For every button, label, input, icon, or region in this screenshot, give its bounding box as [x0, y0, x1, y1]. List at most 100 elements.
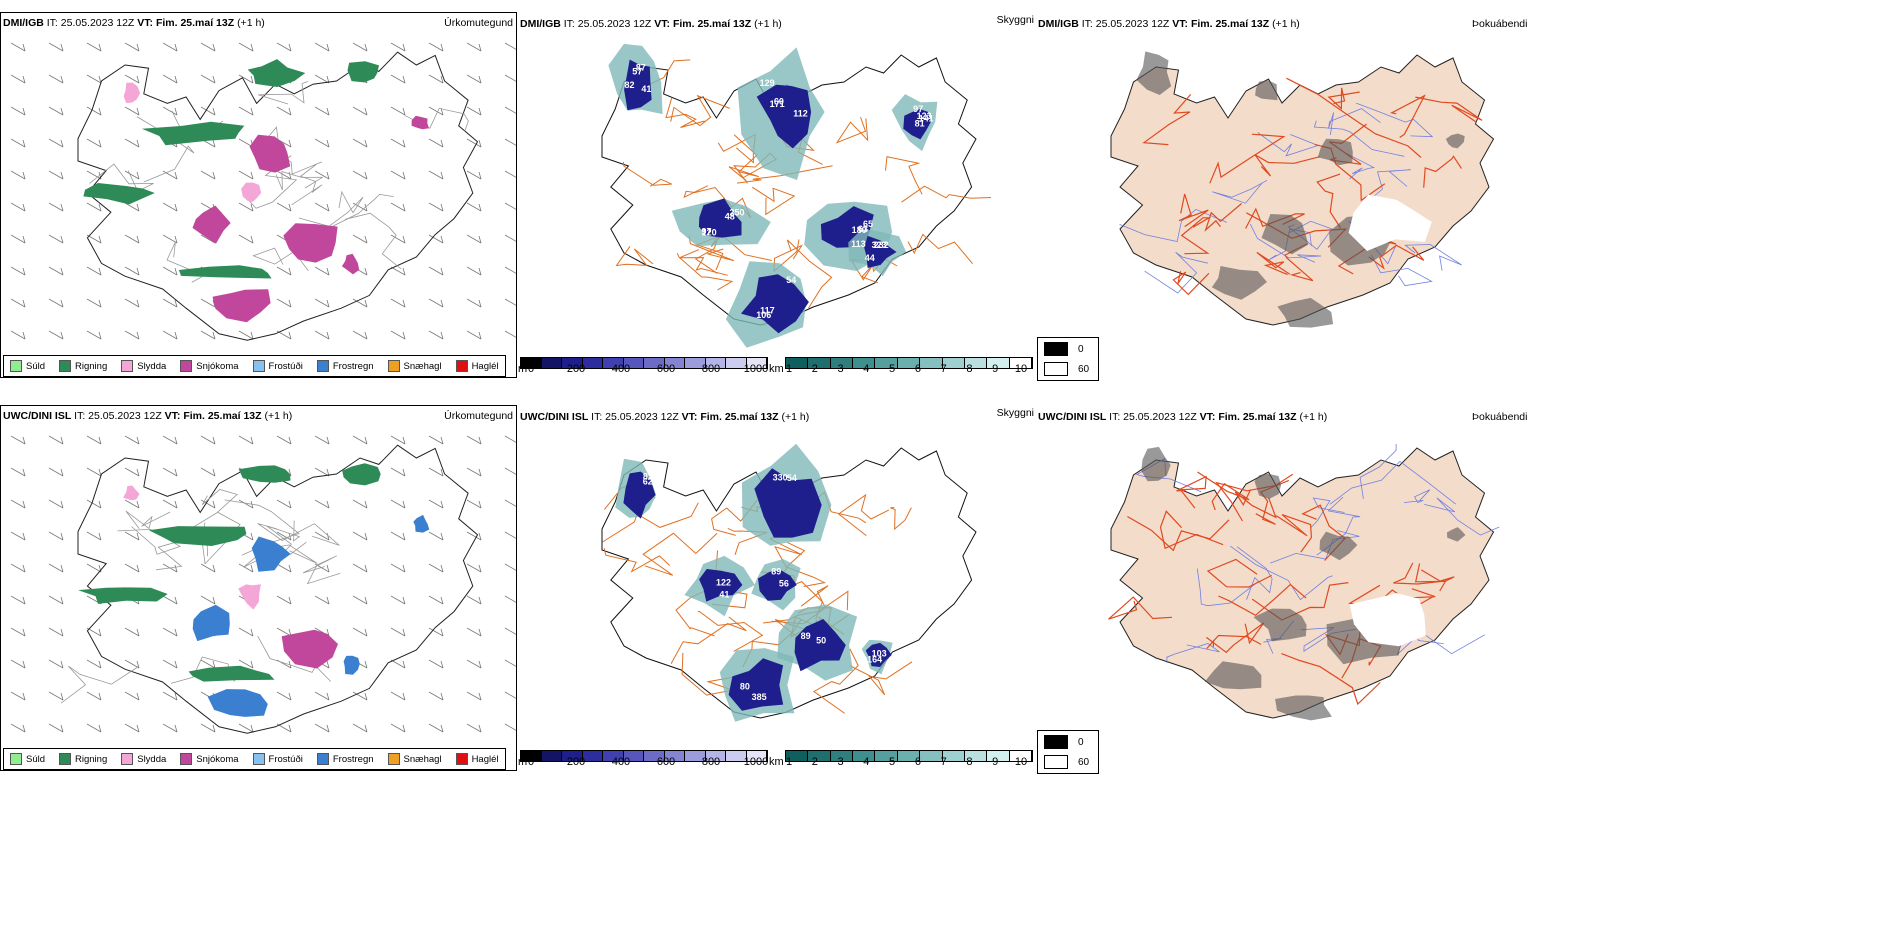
wind-barb [10, 691, 26, 701]
wind-barb [48, 330, 64, 340]
model-name: UWC/DINI ISL [1038, 411, 1107, 423]
wind-barb [162, 74, 178, 84]
legend-swatch [387, 753, 400, 765]
legend-label: 0 [1078, 343, 1084, 355]
wind-barb [86, 202, 102, 212]
colorbar-step [705, 751, 726, 761]
road-line [1286, 77, 1422, 158]
wind-barb [48, 435, 64, 445]
legend-label: Haglél [471, 753, 499, 765]
precip-legend-item: Snæhagl [387, 360, 442, 372]
visibility-value-label: 63 [858, 224, 868, 234]
init-time: IT: 25.05.2023 12Z [1081, 18, 1170, 30]
river-line [1424, 497, 1500, 536]
visibility-value-label: 41 [719, 590, 729, 600]
wind-barb [352, 563, 368, 573]
model-name: DMI/IGB [3, 17, 44, 29]
wind-barb [200, 170, 216, 180]
colorbar-step [853, 358, 876, 368]
visibility-value-label: 250 [729, 208, 744, 218]
wind-barb [466, 170, 482, 180]
wind-barb [10, 106, 26, 116]
wind-barb [504, 42, 516, 50]
precip-area [341, 253, 360, 275]
wind-barb [466, 266, 482, 276]
fog-legend: 0 60 [1037, 337, 1099, 381]
road-line [697, 610, 764, 652]
visibility-value-label: 54 [787, 473, 797, 483]
fog-index-map-panel: DMI/IGB IT: 25.05.2023 12Z VT: Fim. 25.m… [1036, 12, 1900, 378]
colorbar-step [582, 358, 603, 368]
parameter-name: Skyggni [996, 407, 1034, 419]
visibility-area-m [794, 619, 846, 672]
wind-barb [48, 74, 64, 84]
colorbar-tick: 1 [785, 756, 793, 768]
wind-barb [504, 627, 516, 635]
colorbar-tick: 1000 [743, 363, 769, 375]
glacier-area [1349, 593, 1426, 647]
wind-barb [428, 467, 444, 477]
river-line [1370, 254, 1433, 287]
wind-barb [48, 170, 64, 180]
road-line [1142, 94, 1192, 146]
wind-barb [504, 531, 516, 539]
road-line [1393, 562, 1447, 592]
colorbar-step [875, 751, 898, 761]
wind-barb [200, 499, 216, 509]
visibility-value-label: 41 [641, 84, 651, 94]
colorbar-step [664, 751, 685, 761]
parameter-name: Skyggni [996, 14, 1034, 26]
colorbar-step [746, 751, 767, 761]
iceland-coastline [77, 51, 479, 341]
parameter-name: Þokuábendi [1472, 411, 1528, 423]
colorbar-unit: km [769, 756, 784, 768]
model-name: UWC/DINI ISL [520, 411, 589, 423]
wind-barb [200, 659, 216, 669]
wind-barb [504, 298, 516, 306]
road-line [679, 249, 728, 276]
wind-barb [314, 595, 330, 605]
legend-label: Snjókoma [196, 360, 239, 372]
precip-legend-item: Frostregn [316, 360, 374, 372]
precip-legend-item: Rigning [59, 753, 107, 765]
visibility-value-label: 330 [773, 473, 788, 483]
precip-legend-item: Súld [10, 360, 45, 372]
wind-barb [10, 202, 26, 212]
fog-index-area [1136, 51, 1172, 95]
wind-barb [124, 467, 140, 477]
wind-barb [162, 659, 178, 669]
road-line [1178, 193, 1209, 228]
wind-barb [162, 202, 178, 212]
colorbar-step [875, 358, 898, 368]
colorbar-step [1009, 751, 1032, 761]
wind-barb [200, 595, 216, 605]
wind-barb [276, 691, 292, 701]
wind-barb [390, 467, 406, 477]
colorbar-step [623, 751, 644, 761]
wind-barb [390, 595, 406, 605]
wind-barb [200, 467, 216, 477]
wind-barb [86, 531, 102, 541]
fog-index-area [1254, 473, 1282, 499]
colorbar-tick: 2 [811, 363, 818, 375]
wind-barb [86, 659, 102, 669]
wind-barb [10, 659, 26, 669]
colorbar-tick: 6 [914, 756, 921, 768]
colorbar-step [746, 358, 767, 368]
river-line [1196, 568, 1259, 607]
precip-area [413, 514, 430, 533]
visibility-colorbar-m-labels: m 0 200 400 600 800 1000 [518, 756, 768, 770]
wind-barb [124, 691, 140, 701]
road-line [602, 502, 699, 543]
legend-label: Frostregn [332, 360, 374, 372]
wind-barb [352, 595, 368, 605]
road-line [901, 185, 992, 203]
wind-barb [48, 627, 64, 637]
visibility-map-panel: 82 330 122 89 50 385 103 62 54 41 56 89 80 164 UWC/DI… [518, 405, 1036, 771]
wind-barb [390, 691, 406, 701]
fog-index-area [1275, 695, 1332, 721]
wind-barb [86, 170, 102, 180]
wind-barb [428, 330, 444, 340]
colorbar-step [603, 358, 624, 368]
